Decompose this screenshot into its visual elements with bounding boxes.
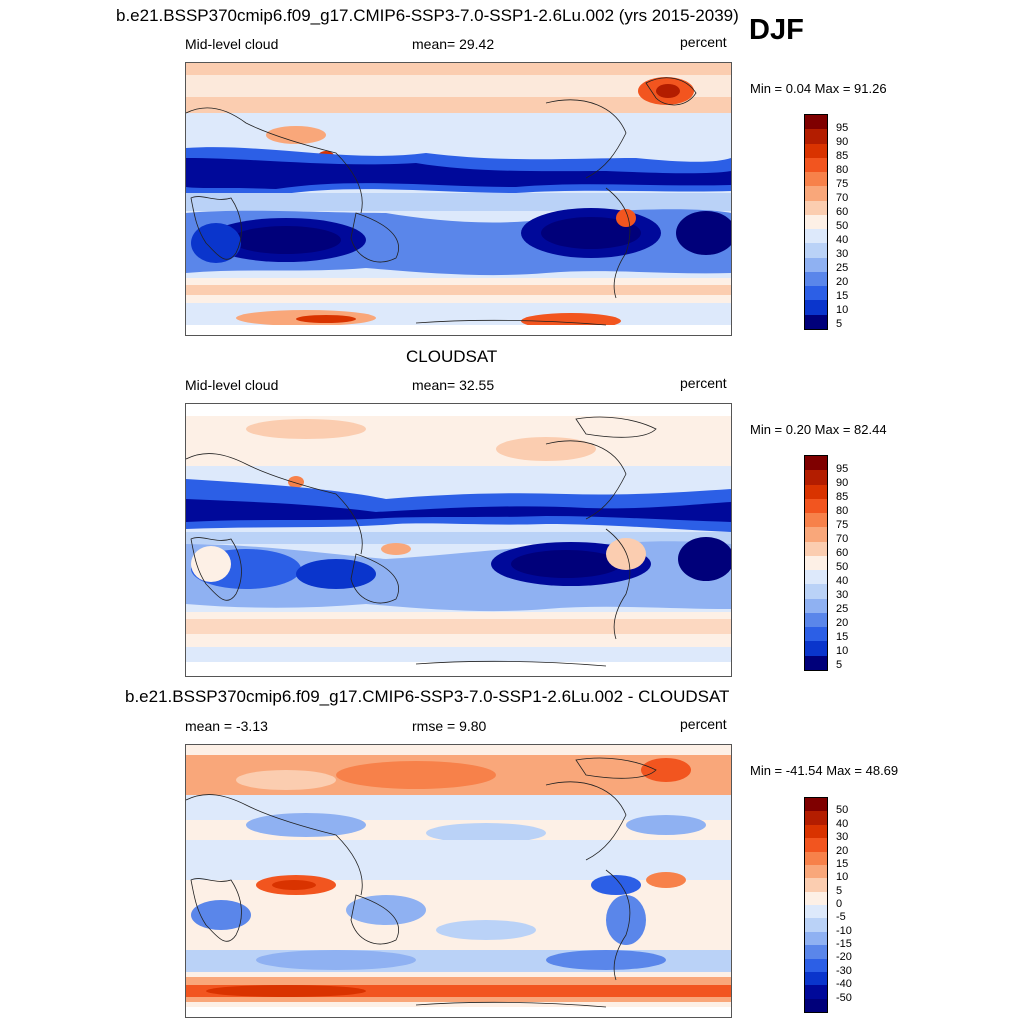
panel-2-units: percent xyxy=(680,375,727,391)
panel-3-legend-label: 10 xyxy=(836,871,849,883)
panel-2-mean: mean= 32.55 xyxy=(412,377,495,393)
panel-3-legend-label: -10 xyxy=(836,925,852,937)
panel-3-colorbar xyxy=(804,797,828,1013)
panel-2-legend-label: 40 xyxy=(836,575,849,587)
panel-2-legend-label: 10 xyxy=(836,645,849,657)
panel-2-legend-label: 60 xyxy=(836,547,849,559)
panel-1-legend-label: 95 xyxy=(836,122,849,134)
panel-3-rmse: rmse = 9.80 xyxy=(412,718,487,734)
panel-2-legend-label: 25 xyxy=(836,603,849,615)
panel-2-legend-label: 70 xyxy=(836,533,849,545)
panel-2-title: CLOUDSAT xyxy=(406,347,498,366)
panel-3-title: b.e21.BSSP370cmip6.f09_g17.CMIP6-SSP3-7.… xyxy=(125,687,730,706)
panel-1-legend-label: 50 xyxy=(836,220,849,232)
panel-1-mean: mean= 29.42 xyxy=(412,36,495,52)
panel-2-minmax: Min = 0.20 Max = 82.44 xyxy=(750,422,887,437)
panel-3-legend-label: -50 xyxy=(836,992,852,1004)
panel-3-map xyxy=(185,744,732,1018)
panel-3-legend-label: -30 xyxy=(836,965,852,977)
panel-1-legend-label: 20 xyxy=(836,276,849,288)
panel-3-legend-label: -20 xyxy=(836,951,852,963)
panel-2-variable-label: Mid-level cloud xyxy=(185,377,279,393)
panel-3-legend-label: 5 xyxy=(836,885,843,897)
panel-3-units: percent xyxy=(680,716,727,732)
panel-1-units: percent xyxy=(680,34,727,50)
panel-2-legend-label: 30 xyxy=(836,589,849,601)
panel-3-legend-label: 15 xyxy=(836,858,849,870)
panel-1-title: b.e21.BSSP370cmip6.f09_g17.CMIP6-SSP3-7.… xyxy=(116,6,739,25)
panel-3-legend-label: -15 xyxy=(836,938,852,950)
panel-1-variable-label: Mid-level cloud xyxy=(185,36,279,52)
panel-3-minmax: Min = -41.54 Max = 48.69 xyxy=(750,763,899,778)
panel-1-map xyxy=(185,62,732,336)
panel-3-legend-label: 20 xyxy=(836,845,849,857)
panel-2-legend-label: 15 xyxy=(836,631,849,643)
panel-1-legend-label: 40 xyxy=(836,234,849,246)
panel-2-legend-label: 75 xyxy=(836,519,849,531)
panel-1-legend-label: 25 xyxy=(836,262,849,274)
panel-1-legend-label: 5 xyxy=(836,318,843,330)
panel-1-legend-label: 60 xyxy=(836,206,849,218)
panel-2-colorbar xyxy=(804,455,828,671)
panel-1-minmax: Min = 0.04 Max = 91.26 xyxy=(750,81,887,96)
panel-1-legend-label: 10 xyxy=(836,304,849,316)
panel-1-legend-label: 80 xyxy=(836,164,849,176)
panel-2-legend-label: 20 xyxy=(836,617,849,629)
panel-3-legend-label: -40 xyxy=(836,978,852,990)
panel-1-legend-label: 30 xyxy=(836,248,849,260)
panel-3-legend-label: -5 xyxy=(836,911,846,923)
panel-2-legend-label: 5 xyxy=(836,659,843,671)
panel-1-legend-label: 90 xyxy=(836,136,849,148)
panel-1-legend-label: 75 xyxy=(836,178,849,190)
panel-1-legend-label: 70 xyxy=(836,192,849,204)
panel-2-legend-label: 50 xyxy=(836,561,849,573)
panel-2-legend-label: 80 xyxy=(836,505,849,517)
panel-2-map xyxy=(185,403,732,677)
panel-1-colorbar xyxy=(804,114,828,330)
panel-3-legend-label: 0 xyxy=(836,898,843,910)
panel-1-legend-label: 15 xyxy=(836,290,849,302)
panel-2-legend-label: 95 xyxy=(836,463,849,475)
panel-3-legend-label: 50 xyxy=(836,804,849,816)
panel-1-legend-label: 85 xyxy=(836,150,849,162)
panel-2-legend-label: 90 xyxy=(836,477,849,489)
panel-3-mean: mean = -3.13 xyxy=(185,718,268,734)
panel-3-legend-label: 30 xyxy=(836,831,849,843)
season-label: DJF xyxy=(749,14,804,46)
panel-2-legend-label: 85 xyxy=(836,491,849,503)
panel-3-legend-label: 40 xyxy=(836,818,849,830)
